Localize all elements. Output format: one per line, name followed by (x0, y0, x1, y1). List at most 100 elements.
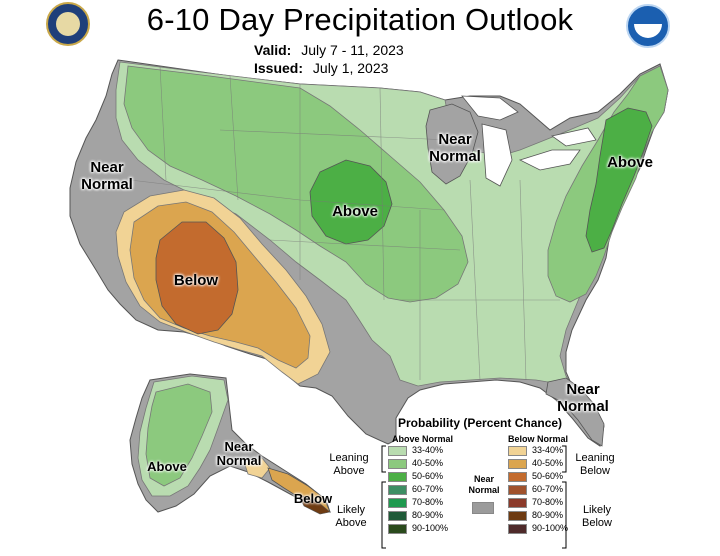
legend-below-item: 90-100% (508, 522, 568, 535)
label-near-normal-florida: Near Normal (548, 381, 618, 415)
legend-likely-below: Likely Below (574, 504, 620, 530)
legend-near-normal: Near Normal (466, 474, 502, 496)
legend-below-label: 80-90% (532, 510, 564, 520)
valid-dates: July 7 - 11, 2023 (301, 42, 404, 58)
legend-below-list: 33-40% 40-50% 50-60% 60-70% 70-80% 80-90% 90-1… (508, 444, 568, 535)
legend-below-label: 90-100% (532, 523, 569, 533)
label-alaska-above: Above (147, 459, 187, 474)
legend-below-swatch (508, 523, 527, 534)
label-near-normal-west-line2: Normal (81, 176, 133, 193)
alaska-above-40-50-region (145, 383, 213, 487)
label-below-southwest: Below (173, 272, 219, 289)
label-ak-near-line1: Near (224, 439, 254, 454)
above-50-60-region-plains (309, 159, 393, 245)
legend-near-normal-line1: Near (473, 474, 494, 484)
legend-likely-below-line2: Below (582, 517, 612, 529)
legend-above-label: 90-100% (412, 523, 449, 533)
label-above-northeast: Above (607, 154, 653, 171)
label-near-normal-great-lakes: Near Normal (420, 131, 490, 165)
legend-near-normal-swatch (472, 502, 494, 514)
legend-below-item: 80-90% (508, 509, 568, 522)
legend-above-swatch (388, 510, 407, 521)
legend-above-item: 40-50% (388, 457, 448, 470)
legend-below-label: 70-80% (532, 497, 564, 507)
legend-leaning-above: Leaning Above (326, 452, 372, 478)
legend-below-swatch (508, 497, 527, 508)
legend-below-label: 60-70% (532, 484, 564, 494)
legend-above-item: 50-60% (388, 470, 448, 483)
legend-below-item: 50-60% (508, 470, 568, 483)
legend-likely-above: Likely Above (328, 504, 374, 530)
legend-below-item: 33-40% (508, 444, 568, 457)
legend-above-swatch (388, 523, 407, 534)
above-40-50-region-plains (123, 65, 469, 303)
legend-likely-above-line2: Above (335, 517, 367, 529)
legend-below-header: Below Normal (508, 434, 569, 444)
issued-label: Issued: (254, 60, 304, 76)
legend-below-swatch (508, 445, 527, 456)
legend-below-swatch (508, 471, 527, 482)
label-near-normal-gl-line1: Near (438, 131, 472, 148)
label-near-normal-west-line1: Near (90, 159, 124, 176)
legend-below-swatch (508, 458, 527, 469)
legend-below-item: 40-50% (508, 457, 568, 470)
legend-above-label: 80-90% (412, 510, 444, 520)
label-near-normal-fl-line1: Near (566, 381, 600, 398)
below-50-60-region (155, 221, 239, 335)
legend-leaning-below-line1: Leaning (575, 452, 615, 464)
legend-likely-above-line1: Likely (336, 504, 366, 516)
alaska-below-50-60-region (297, 493, 331, 515)
valid-row: Valid: July 7 - 11, 2023 (254, 42, 404, 58)
legend-above-label: 50-60% (412, 471, 444, 481)
label-near-normal-west: Near Normal (72, 159, 142, 193)
page-title: 6-10 Day Precipitation Outlook (146, 2, 574, 37)
label-near-normal-fl-line2: Normal (557, 398, 609, 415)
legend-above-swatch (388, 471, 407, 482)
legend-above-header: Above Normal (392, 434, 454, 444)
legend-title: Probability (Percent Chance) (398, 416, 563, 430)
label-ak-near-line2: Normal (216, 453, 262, 468)
legend-above-swatch (388, 458, 407, 469)
legend-above-item: 90-100% (388, 522, 448, 535)
legend-above-list: 33-40% 40-50% 50-60% 60-70% 70-80% 80-90% 90-1… (388, 444, 448, 535)
legend-above-item: 70-80% (388, 496, 448, 509)
legend-above-swatch (388, 445, 407, 456)
legend-leaning-above-line2: Above (333, 465, 365, 477)
alaska-below-33-40-region (243, 457, 271, 479)
legend-above-label: 60-70% (412, 484, 444, 494)
legend-below-item: 70-80% (508, 496, 568, 509)
legend-above-swatch (388, 484, 407, 495)
legend-below-item: 60-70% (508, 483, 568, 496)
issued-row: Issued: July 1, 2023 (254, 60, 388, 76)
label-near-normal-gl-line2: Normal (429, 148, 481, 165)
legend-brackets (381, 445, 567, 549)
legend-below-label: 50-60% (532, 471, 564, 481)
legend-above-swatch (388, 497, 407, 508)
issued-date: July 1, 2023 (312, 60, 389, 76)
label-alaska-below: Below (293, 491, 333, 506)
legend-above-item: 80-90% (388, 509, 448, 522)
state-boundaries (129, 65, 560, 381)
legend-above-item: 33-40% (388, 444, 448, 457)
probability-legend: Probability (Percent Chance) Above Norma… (322, 410, 622, 554)
legend-below-swatch (508, 510, 527, 521)
great-lakes-near-normal (425, 103, 479, 185)
legend-above-item: 60-70% (388, 483, 448, 496)
above-50-60-region-northeast (585, 107, 653, 253)
legend-leaning-below: Leaning Below (570, 452, 620, 478)
florida-near-normal (545, 377, 605, 447)
great-lakes-water (461, 95, 597, 187)
department-of-commerce-seal (46, 2, 90, 46)
legend-above-label: 40-50% (412, 458, 444, 468)
legend-below-swatch (508, 484, 527, 495)
legend-above-label: 70-80% (412, 497, 444, 507)
legend-leaning-above-line1: Leaning (329, 452, 369, 464)
legend-leaning-below-line2: Below (580, 465, 610, 477)
legend-above-label: 33-40% (412, 445, 444, 455)
noaa-logo (626, 4, 670, 48)
label-above-plains: Above (332, 203, 378, 220)
legend-near-normal-line2: Normal (468, 485, 500, 495)
valid-label: Valid: (254, 42, 292, 58)
legend-below-label: 33-40% (532, 445, 564, 455)
